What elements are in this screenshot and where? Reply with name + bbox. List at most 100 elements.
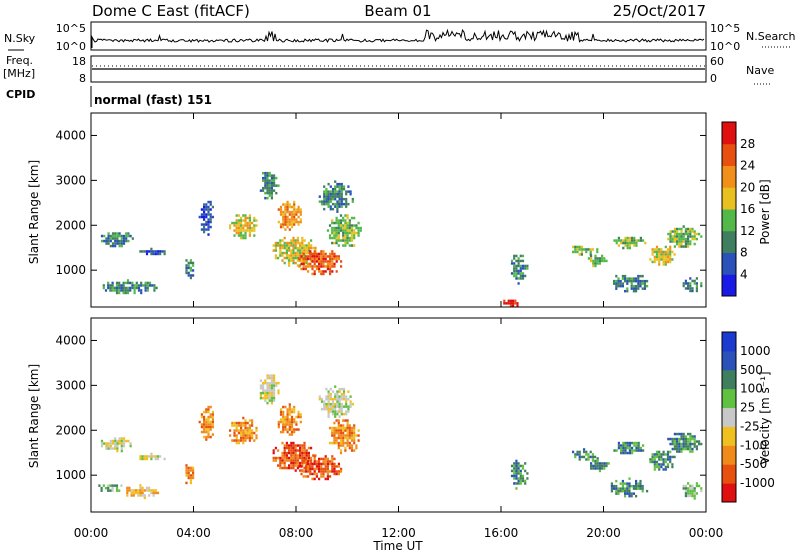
power-cell: [111, 281, 114, 285]
power-cell: [207, 228, 210, 231]
velocity-cell: [691, 492, 694, 495]
velocity-cell: [333, 467, 336, 471]
velocity-cell: [693, 437, 696, 441]
velocity-cell: [192, 476, 195, 480]
power-cell: [351, 200, 354, 203]
power-cell: [323, 197, 326, 201]
velocity-cell: [698, 440, 701, 443]
power-cell: [109, 234, 112, 238]
velocity-cell: [266, 401, 269, 405]
power-cell: [290, 244, 293, 247]
velocity-cell: [277, 389, 280, 392]
velocity-cell: [299, 420, 302, 424]
velocity-cell: [303, 466, 306, 470]
power-cell: [139, 250, 142, 253]
power-cell: [503, 299, 506, 303]
power-cell: [284, 223, 287, 226]
velocity-cell: [615, 487, 618, 490]
power-cell: [342, 197, 346, 201]
power-cell: [299, 220, 302, 224]
power-cell: [288, 259, 291, 262]
velocity-cell: [666, 465, 670, 469]
power-cell: [185, 259, 188, 262]
power-cell: [298, 265, 301, 268]
power-cell: [286, 223, 289, 226]
power-cell: [327, 182, 330, 186]
power-cell: [229, 224, 232, 227]
power-cell: [521, 272, 525, 275]
power-cell: [516, 302, 519, 305]
power-cell: [516, 304, 519, 308]
velocity-cell: [331, 467, 334, 471]
power-cell: [589, 250, 592, 254]
velocity-cell: [326, 457, 329, 461]
power-cell: [324, 255, 327, 258]
power-cell: [342, 216, 345, 220]
velocity-cell: [303, 454, 306, 457]
power-cell: [513, 274, 516, 278]
power-cell: [231, 221, 234, 225]
velocity-cell: [288, 403, 291, 406]
velocity-cell: [207, 430, 210, 434]
velocity-cell: [333, 421, 336, 425]
power-cell: [333, 252, 336, 256]
velocity-cell: [290, 446, 293, 450]
power-cell: [339, 224, 343, 227]
power-cell: [292, 244, 295, 247]
velocity-cell: [246, 421, 249, 425]
velocity-cell: [130, 491, 133, 495]
velocity-cell: [141, 457, 144, 461]
power-cell: [691, 279, 694, 283]
power-cell: [200, 215, 203, 219]
velocity-cell: [259, 391, 262, 395]
power-cell: [264, 179, 267, 182]
velocity-cell: [347, 405, 350, 408]
velocity-cell: [187, 476, 190, 480]
power-cell: [318, 265, 321, 268]
velocity-cell: [337, 472, 340, 476]
velocity-cell: [345, 400, 348, 403]
power-cell: [355, 231, 358, 235]
velocity-cell: [329, 462, 332, 466]
power-cell: [344, 229, 347, 232]
velocity-cell: [288, 410, 291, 414]
power-cell: [294, 239, 297, 242]
velocity-cell: [510, 474, 514, 478]
velocity-cell: [279, 408, 283, 411]
velocity-cell: [105, 444, 108, 448]
velocity-cell: [120, 439, 123, 443]
freq-right-tick-bottom: 0: [710, 72, 717, 85]
velocity-cell: [342, 429, 345, 432]
velocity-cell: [255, 429, 258, 432]
power-cell: [109, 237, 112, 240]
power-cell: [156, 250, 160, 253]
velocity-cell: [524, 482, 527, 485]
power-cell: [286, 215, 289, 219]
power-cell: [345, 205, 348, 208]
power-cell: [676, 227, 679, 231]
power-cell: [635, 287, 638, 290]
power-cell: [198, 215, 201, 219]
velocity-cell: [664, 458, 667, 461]
velocity-cell: [323, 405, 326, 408]
velocity-cell: [324, 462, 327, 466]
velocity-cell: [313, 470, 316, 473]
velocity-cell: [526, 472, 529, 475]
velocity-cell: [207, 410, 210, 414]
velocity-cell: [615, 484, 618, 488]
velocity-cell: [684, 442, 687, 446]
velocity-cell: [680, 432, 683, 436]
power-cell: [632, 284, 635, 288]
power-cell: [322, 255, 325, 258]
velocity-cell: [598, 462, 601, 465]
velocity-cell: [619, 487, 622, 490]
velocity-cell: [290, 456, 293, 460]
velocity-cell: [139, 494, 142, 497]
velocity-cell: [610, 487, 613, 490]
cpid-text: normal (fast) 151: [94, 93, 212, 107]
velocity-cell: [304, 457, 307, 461]
velocity-cell: [329, 402, 332, 406]
power-cell: [624, 279, 627, 283]
power-cell: [322, 270, 325, 273]
power-cell: [148, 281, 152, 285]
